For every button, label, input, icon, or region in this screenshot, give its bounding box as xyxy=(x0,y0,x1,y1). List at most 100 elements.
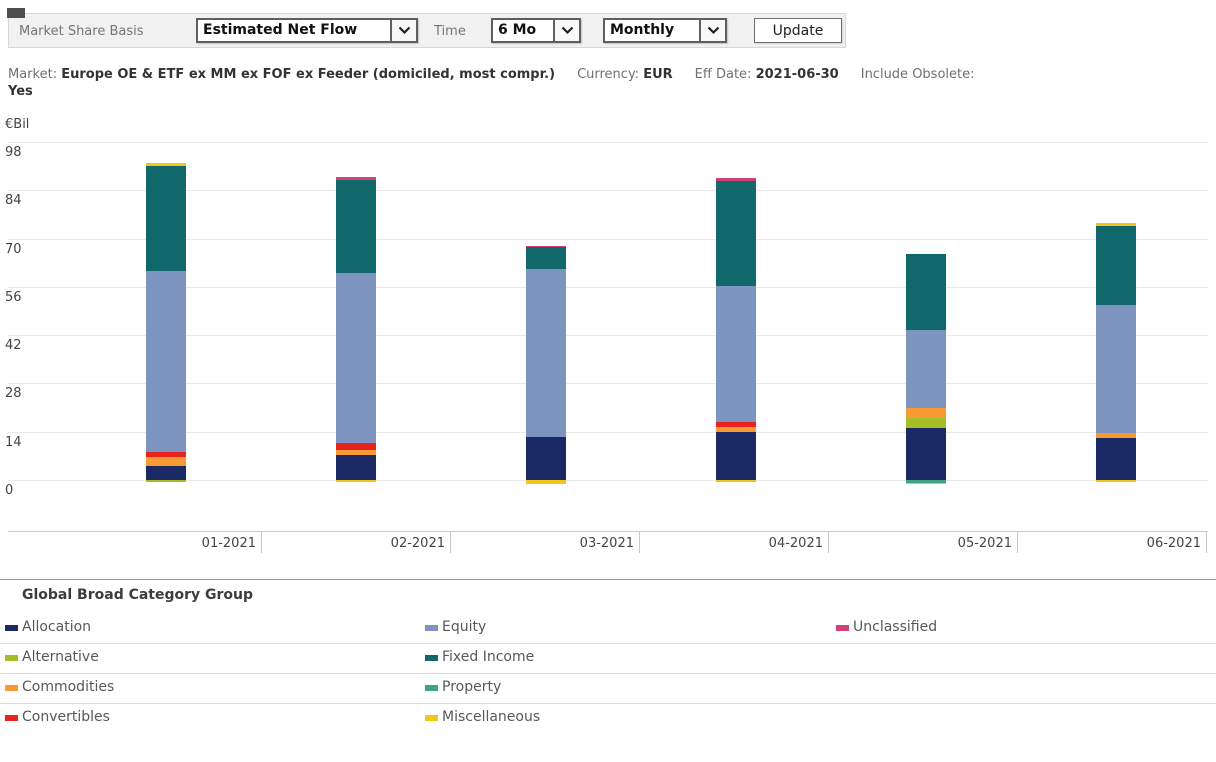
bar-06-2021-segment-equity[interactable] xyxy=(1096,305,1136,434)
bar-06-2021-segment-fixed-income[interactable] xyxy=(1096,226,1136,306)
bar-06-2021-segment-miscellaneous[interactable] xyxy=(1096,480,1136,483)
y-tick-label-56: 56 xyxy=(5,289,22,305)
y-axis-unit-label: €Bil xyxy=(5,117,30,132)
bar-05-2021-segment-property[interactable] xyxy=(906,480,946,483)
frequency-value: Monthly xyxy=(610,22,675,38)
x-tick-01-2021 xyxy=(261,531,262,553)
bar-04-2021-segment-allocation[interactable] xyxy=(716,431,756,480)
bar-04-2021-segment-fixed-income[interactable] xyxy=(716,180,756,287)
legend-label-convertibles: Convertibles xyxy=(22,709,110,725)
bar-01-2021-segment-allocation[interactable] xyxy=(146,465,186,480)
gridline-70 xyxy=(8,238,1208,240)
gridline-28 xyxy=(8,383,1208,385)
x-tick-03-2021 xyxy=(639,531,640,553)
corner-mark xyxy=(7,8,25,18)
bar-05-2021-segment-alternative[interactable] xyxy=(906,418,946,429)
chevron-down-icon[interactable] xyxy=(553,20,579,41)
bar-02-2021-segment-commodities[interactable] xyxy=(336,450,376,456)
x-tick-label-03-2021: 03-2021 xyxy=(579,536,634,551)
bar-03-2021-segment-fixed-income[interactable] xyxy=(526,247,566,270)
y-tick-label-42: 42 xyxy=(5,338,22,354)
x-tick-label-04-2021: 04-2021 xyxy=(768,536,823,551)
gridline-0 xyxy=(8,480,1208,481)
legend-swatch-alternative xyxy=(5,655,18,661)
gridline-42 xyxy=(8,335,1208,337)
bar-02-2021-segment-convertibles[interactable] xyxy=(336,443,376,451)
chevron-down-icon[interactable] xyxy=(390,20,416,41)
y-tick-label-70: 70 xyxy=(5,241,22,257)
market-group: Market: Europe OE & ETF ex MM ex FOF ex … xyxy=(8,67,555,82)
y-tick-label-28: 28 xyxy=(5,386,22,402)
bar-05-2021-segment-commodities[interactable] xyxy=(906,408,946,419)
x-tick-label-02-2021: 02-2021 xyxy=(390,536,445,551)
y-tick-label-0: 0 xyxy=(5,483,14,498)
bar-01-2021-segment-equity[interactable] xyxy=(146,271,186,453)
y-tick-label-14: 14 xyxy=(5,434,22,450)
x-tick-label-06-2021: 06-2021 xyxy=(1146,536,1201,551)
gridline-98 xyxy=(8,141,1208,143)
toolbar: Market Share Basis Estimated Net Flow Ti… xyxy=(8,13,846,48)
legend-swatch-unclassified xyxy=(836,625,849,631)
chevron-down-icon[interactable] xyxy=(699,20,725,41)
bar-02-2021-segment-allocation[interactable] xyxy=(336,455,376,480)
bar-03-2021-segment-equity[interactable] xyxy=(526,269,566,437)
bar-05-2021-segment-miscellaneous[interactable] xyxy=(906,482,946,485)
time-select[interactable]: 6 Mo xyxy=(491,18,581,43)
x-tick-label-05-2021: 05-2021 xyxy=(957,536,1012,551)
frequency-select[interactable]: Monthly xyxy=(603,18,727,43)
y-tick-label-98: 98 xyxy=(5,144,22,160)
bar-06-2021-segment-allocation[interactable] xyxy=(1096,437,1136,480)
bar-02-2021-segment-miscellaneous[interactable] xyxy=(336,480,376,482)
bar-05-2021-segment-fixed-income[interactable] xyxy=(906,254,946,330)
gridline-56 xyxy=(8,286,1208,288)
legend-label-unclassified: Unclassified xyxy=(853,619,938,635)
legend-swatch-equity xyxy=(425,625,438,631)
legend-row-divider xyxy=(0,703,1216,704)
legend-label-equity: Equity xyxy=(442,619,487,635)
bar-01-2021-segment-alternative[interactable] xyxy=(146,480,186,483)
bar-04-2021-segment-unclassified[interactable] xyxy=(716,178,756,181)
bar-03-2021-segment-unclassified[interactable] xyxy=(526,245,566,248)
bar-04-2021-segment-commodities[interactable] xyxy=(716,426,756,432)
bar-01-2021-segment-convertibles[interactable] xyxy=(146,452,186,457)
bar-04-2021-segment-convertibles[interactable] xyxy=(716,422,756,427)
x-tick-label-01-2021: 01-2021 xyxy=(201,536,256,551)
bar-01-2021-segment-miscellaneous[interactable] xyxy=(146,162,186,167)
bar-02-2021-segment-fixed-income[interactable] xyxy=(336,180,376,274)
legend-label-allocation: Allocation xyxy=(22,619,92,635)
bar-04-2021-segment-equity[interactable] xyxy=(716,286,756,423)
bar-01-2021-segment-commodities[interactable] xyxy=(146,456,186,466)
time-value: 6 Mo xyxy=(498,22,537,38)
bar-04-2021-segment-miscellaneous[interactable] xyxy=(716,480,756,482)
x-tick-05-2021 xyxy=(1017,531,1018,553)
legend-top-divider xyxy=(0,579,1216,580)
bar-02-2021-segment-unclassified[interactable] xyxy=(336,177,376,181)
legend-label-fixed-income: Fixed Income xyxy=(442,649,535,665)
currency-value: EUR xyxy=(643,67,673,82)
bar-05-2021-segment-equity[interactable] xyxy=(906,329,946,409)
x-axis-line xyxy=(8,531,1208,532)
legend-swatch-commodities xyxy=(5,685,18,691)
bar-06-2021-segment-commodities[interactable] xyxy=(1096,433,1136,438)
update-button[interactable]: Update xyxy=(754,18,842,43)
chart-subtitle-line1: Market: Europe OE & ETF ex MM ex FOF ex … xyxy=(8,67,974,82)
bar-06-2021-segment-miscellaneous[interactable] xyxy=(1096,222,1136,227)
market-label: Market: xyxy=(8,67,58,82)
legend-label-property: Property xyxy=(442,679,502,695)
effdate-value: 2021-06-30 xyxy=(755,67,839,82)
x-tick-02-2021 xyxy=(450,531,451,553)
bar-02-2021-segment-equity[interactable] xyxy=(336,273,376,444)
legend-swatch-allocation xyxy=(5,625,18,631)
currency-label: Currency: xyxy=(577,67,640,82)
gridline-14 xyxy=(8,431,1208,433)
y-tick-label-84: 84 xyxy=(5,193,22,209)
effdate-label: Eff Date: xyxy=(694,67,752,82)
legend-swatch-fixed-income xyxy=(425,655,438,661)
legend-swatch-property xyxy=(425,685,438,691)
bar-01-2021-segment-fixed-income[interactable] xyxy=(146,166,186,272)
bar-05-2021-segment-allocation[interactable] xyxy=(906,428,946,480)
legend-swatch-miscellaneous xyxy=(425,715,438,721)
bar-03-2021-segment-allocation[interactable] xyxy=(526,436,566,480)
bar-03-2021-segment-miscellaneous[interactable] xyxy=(526,480,566,485)
market-share-basis-select[interactable]: Estimated Net Flow xyxy=(196,18,418,43)
